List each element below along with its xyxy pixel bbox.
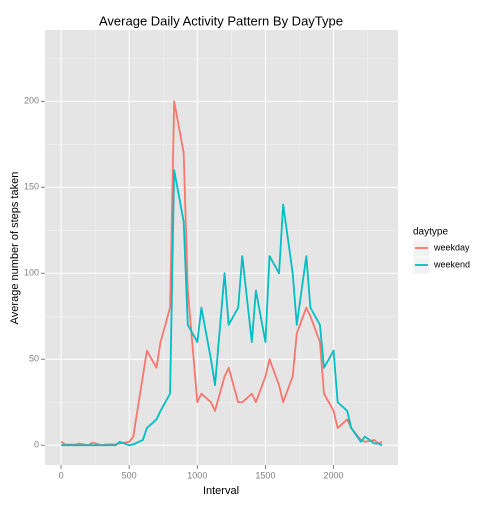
line-series bbox=[61, 169, 383, 447]
x-tick-label: 1000 bbox=[187, 470, 207, 480]
legend-label: weekday bbox=[433, 242, 470, 252]
x-tick-label: 1500 bbox=[255, 470, 275, 480]
y-axis-label: Average number of steps taken bbox=[9, 172, 21, 325]
y-tick-label: 200 bbox=[24, 96, 39, 106]
legend-label: weekend bbox=[433, 259, 470, 269]
y-tick-label: 0 bbox=[34, 440, 39, 450]
y-tick-label: 50 bbox=[29, 354, 39, 364]
x-tick-label: 0 bbox=[59, 470, 64, 480]
plot-panel bbox=[45, 30, 398, 465]
chart-title: Average Daily Activity Pattern By DayTyp… bbox=[99, 13, 343, 28]
legend-title: daytype bbox=[413, 227, 448, 238]
y-tick-label: 150 bbox=[24, 182, 39, 192]
x-axis-label: Interval bbox=[203, 485, 239, 497]
y-tick-label: 100 bbox=[24, 268, 39, 278]
x-tick-label: 500 bbox=[122, 470, 137, 480]
x-tick-label: 2000 bbox=[324, 470, 344, 480]
